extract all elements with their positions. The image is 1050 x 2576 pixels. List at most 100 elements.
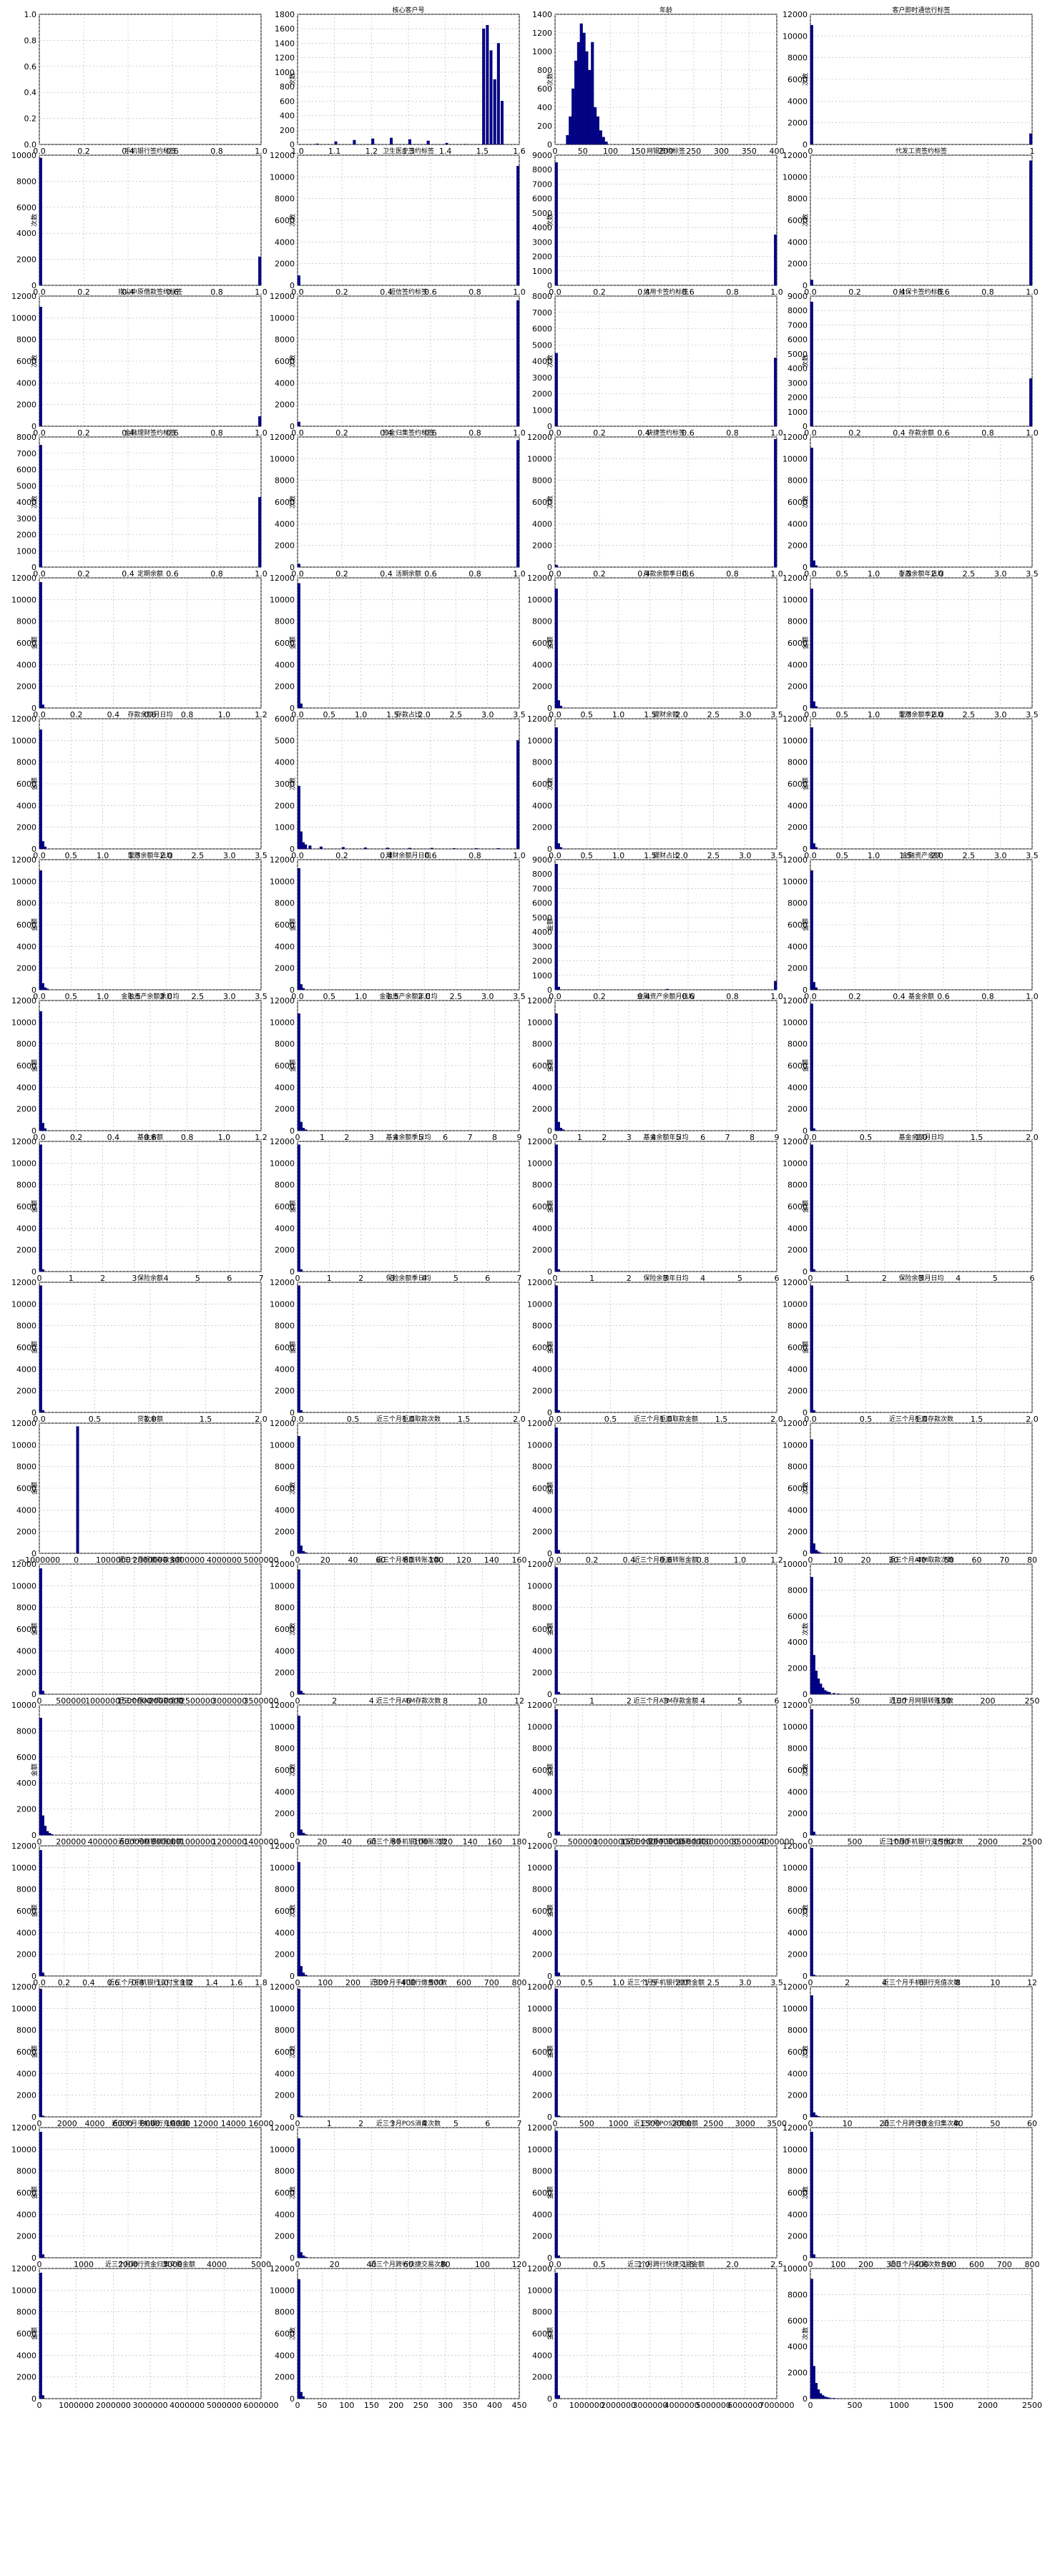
y-tick-label: 4000 [788, 1928, 808, 1937]
histogram-bar [41, 2395, 44, 2399]
histogram-bar [837, 1693, 840, 1695]
y-tick-label: 8000 [532, 1322, 552, 1331]
y-axis-label: 次数 [288, 2186, 297, 2199]
histogram-bar [493, 79, 496, 145]
histogram-bar [297, 1716, 300, 1836]
x-tick-label: 120 [456, 1555, 471, 1565]
x-tick-label: 2500000 [676, 1837, 711, 1847]
x-tick-label: 50 [850, 1696, 860, 1706]
y-tick-label: 6000 [16, 780, 36, 789]
x-tick-label: 3.5 [1026, 851, 1039, 860]
x-tick-label: 1.5 [386, 992, 399, 1001]
x-tick-label: 0.8 [726, 992, 739, 1001]
y-tick-label: 8000 [275, 1603, 295, 1613]
x-tick-label: 10 [477, 1696, 487, 1706]
y-tick-label: 8000 [788, 617, 808, 626]
histogram-bar [815, 2115, 818, 2118]
subplot-title: 近三个月手机银行缴费金额 [627, 1978, 705, 1987]
y-tick-label: 8000 [16, 899, 36, 908]
x-tick-label: 1.0 [513, 287, 526, 297]
y-tick-label: 4000 [275, 1505, 295, 1515]
histogram-bar [516, 300, 520, 427]
x-tick-label: 1500 [933, 1837, 953, 1847]
histogram-bar [496, 847, 500, 850]
histogram-bar [334, 141, 338, 145]
x-tick-label: 0.0 [549, 851, 561, 860]
y-axis-label: 金额 [30, 2045, 39, 2058]
x-tick-label: 1.0 [1026, 428, 1039, 438]
x-tick-label: 1.5 [128, 992, 141, 1001]
histogram-bar [297, 1285, 300, 1413]
x-tick-label: 2.0 [1026, 1415, 1039, 1424]
histogram-bar [39, 1285, 42, 1413]
histogram-bar [302, 1832, 305, 1836]
y-tick-label: 4000 [532, 223, 552, 232]
y-axis-label: 金额 [546, 1200, 554, 1213]
y-tick-label: 10000 [11, 1018, 36, 1027]
x-tick-label: 1.2 [365, 147, 378, 156]
y-tick-label: 8000 [275, 335, 295, 345]
subplot-title: 存款占比 [396, 710, 421, 719]
subplot-title: 理财占比 [653, 851, 679, 860]
histogram-bar [812, 2112, 815, 2118]
y-tick-label: 12000 [11, 1982, 36, 1992]
x-tick-label: 300 [373, 1978, 388, 1987]
subplot-title: 年龄 [659, 6, 672, 14]
y-tick-label: 2000 [532, 1950, 552, 1960]
x-tick-label: 5 [993, 1274, 998, 1283]
x-tick-label: 1000 [889, 1837, 909, 1847]
y-tick-label: 10000 [527, 454, 552, 463]
x-tick-label: 4 [700, 1696, 705, 1706]
x-tick-label: 4 [956, 1274, 961, 1283]
histogram-bar [585, 51, 589, 145]
x-tick-label: 0.2 [335, 428, 348, 438]
y-tick-label: 0 [31, 985, 36, 995]
y-tick-label: 0 [803, 563, 808, 572]
histogram-bar [810, 1995, 813, 2118]
y-tick-label: 12000 [527, 996, 552, 1006]
subplot-10: 0.0 0.2 0.4 0.6 0.8 1.0 0 1000 2000 3000 4000 5000 6… [532, 287, 783, 438]
x-tick-label: 0.4 [122, 287, 134, 297]
histogram-bar [554, 1285, 558, 1413]
subplot-title: 近三个月手机银行缴费次数 [370, 1978, 447, 1987]
x-tick-label: 0.0 [291, 287, 304, 297]
x-tick-label: 0.0 [804, 1133, 817, 1142]
y-tick-label: 0 [31, 845, 36, 854]
x-tick-label: 2.5 [192, 992, 205, 1001]
y-tick-label: 8000 [788, 306, 808, 315]
y-tick-label: 6000 [275, 1202, 295, 1211]
y-tick-label: 4000 [275, 942, 295, 951]
y-tick-label: 2000 [16, 1528, 36, 1537]
x-tick-label: 200 [659, 147, 674, 156]
subplot-6: 0.0 0.2 0.4 0.6 0.8 1.00100020003000400050006… [532, 147, 783, 297]
y-tick-label: 8000 [275, 617, 295, 626]
x-tick-label: 0.8 [726, 287, 739, 297]
y-axis-label: 金额 [288, 1059, 297, 1072]
subplot-title: 近三个月跨行资金归集交易金额 [105, 2260, 195, 2268]
y-tick-label: 0 [31, 1972, 36, 1981]
y-axis-label: 次数 [30, 496, 39, 508]
subplot-title: 近三个月柜面存款金额 [118, 1555, 182, 1564]
y-tick-label: 2000 [16, 2373, 36, 2382]
x-tick-label: 1.5 [128, 851, 141, 860]
histogram-bar [341, 847, 345, 850]
x-tick-label: 0.5 [65, 851, 78, 860]
y-tick-label: 3000 [532, 942, 552, 951]
x-tick-label: 0.8 [181, 1133, 194, 1142]
x-tick-label: 5000000 [207, 2401, 242, 2410]
y-tick-label: 6000 [16, 357, 36, 366]
y-tick-label: 6000 [16, 2329, 36, 2339]
y-tick-label: 6000 [532, 2188, 552, 2198]
histogram-bar [299, 1829, 303, 1836]
x-tick-label: 0.2 [77, 428, 90, 438]
x-tick-label: 0 [295, 1978, 300, 1987]
histogram-bar [812, 560, 815, 568]
y-tick-label: 4000 [788, 2210, 808, 2219]
x-tick-label: 0.2 [70, 1133, 83, 1142]
histogram-bar [297, 1569, 300, 1695]
histogram-bar [556, 1121, 560, 1131]
x-tick-label: 2000000 [601, 2401, 636, 2410]
y-tick-label: 0 [803, 140, 808, 149]
y-axis-label: 次数 [801, 496, 810, 508]
y-tick-label: 12000 [270, 996, 295, 1006]
